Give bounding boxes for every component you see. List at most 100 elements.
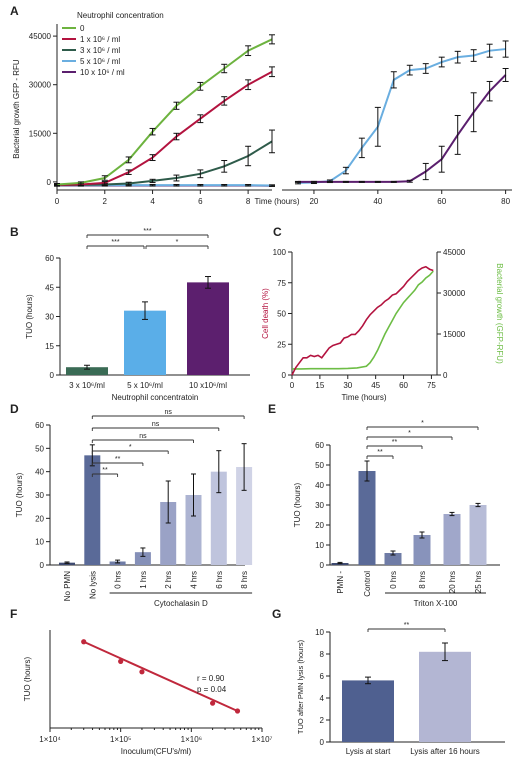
e-bar (469, 505, 487, 565)
a-x-tick-label: 0 (55, 197, 60, 206)
d-group-label: Cytochalasin D (154, 599, 208, 608)
panel-label-b: B (10, 225, 19, 239)
d-bar (134, 552, 151, 565)
d-bar (160, 502, 177, 565)
d-y-tick-label: 0 (40, 561, 45, 570)
f-point (81, 639, 87, 645)
b-x-tick-label: 3 x 10⁶/ml (69, 381, 105, 390)
c-y-tick-label: 25 (277, 340, 286, 349)
f-x-tick-label: 1×10⁴ (39, 735, 61, 744)
a-x-tick-label: 80 (501, 197, 510, 206)
panel-label-f: F (10, 607, 17, 621)
panel-label-d: D (10, 402, 19, 416)
d-y-tick-label: 20 (35, 514, 44, 523)
d-y-tick-label: 50 (35, 444, 44, 453)
d-x-tick-label: 0 hrs (114, 571, 123, 589)
e-y-tick-label: 0 (320, 561, 325, 570)
f-point (118, 658, 124, 664)
panel-label-c: C (273, 225, 282, 239)
b-y-tick-label: 60 (45, 254, 54, 263)
d-y-tick-label: 30 (35, 491, 44, 500)
c-x-axis-label: Time (hours) (341, 393, 386, 402)
d-sig-6-label: ** (102, 467, 108, 474)
c-y2-tick-label: 0 (443, 371, 448, 380)
e-x-tick-label: PMN - (336, 571, 345, 594)
e-group-label: Triton X-100 (414, 599, 458, 608)
b-y-tick-label: 30 (45, 313, 54, 322)
c-x-tick-label: 30 (343, 381, 352, 390)
g-bar (419, 651, 471, 742)
e-x-tick-label: 0 hrs (389, 571, 398, 589)
c-y-tick-label: 50 (277, 310, 286, 319)
d-y-axis-label: TUO (hours) (15, 472, 24, 517)
d-x-tick-label: No lysis (88, 571, 97, 599)
d-bar (84, 455, 101, 565)
a-legend-label: 3 x 10⁶ / ml (80, 46, 120, 55)
b-y-tick-label: 45 (45, 283, 54, 292)
b-bar (66, 367, 108, 375)
d-x-tick-label: 6 hrs (215, 571, 224, 589)
panel-label-a: A (10, 4, 19, 18)
f-x-tick-label: 1×10⁶ (181, 735, 202, 744)
a-x-axis-label: Time (hours) (254, 197, 299, 206)
a-x-tick-label: 6 (198, 197, 203, 206)
c-x-tick-label: 0 (290, 381, 295, 390)
a-y-tick-label: 15000 (29, 129, 52, 138)
c-y2-axis-label: Bacterial growth (GFP-RFU) (495, 263, 504, 364)
f-x-tick-label: 1×10⁵ (110, 735, 131, 744)
d-sig-1-label: ns (164, 409, 172, 416)
b-sig-2-label: *** (111, 239, 119, 246)
e-y-tick-label: 10 (315, 541, 324, 550)
e-y-tick-label: 20 (315, 521, 324, 530)
e-x-tick-label: 25 hrs (474, 571, 483, 593)
e-y-tick-label: 40 (315, 481, 324, 490)
g-x-tick-label: Lysis at start (346, 747, 391, 756)
e-sig-4-label: ** (377, 449, 383, 456)
c-y2-tick-label: 30000 (443, 289, 466, 298)
e-sig-2-label: * (408, 430, 411, 437)
c-y2-tick-label: 15000 (443, 330, 466, 339)
g-y-tick-label: 0 (320, 738, 325, 747)
f-point (210, 700, 216, 706)
d-y-tick-label: 40 (35, 468, 44, 477)
a-legend-label: 5 x 10⁶ / ml (80, 57, 120, 66)
f-stat-r: r = 0.90 (197, 674, 225, 683)
a-right-series-0-line (297, 48, 506, 184)
g-y-tick-label: 2 (320, 716, 325, 725)
a-legend-title: Neutrophil concentration (77, 11, 164, 20)
a-x-tick-label: 8 (246, 197, 251, 206)
e-sig-1-label: * (421, 420, 424, 427)
d-y-tick-label: 60 (35, 421, 44, 430)
f-point (234, 708, 241, 714)
a-y-axis-label: Bacterial growth GFP - RFU (12, 59, 21, 159)
e-x-tick-label: Control (363, 571, 372, 597)
a-y-tick-label: 30000 (29, 81, 52, 90)
e-bar (384, 553, 402, 565)
g-y-tick-label: 8 (320, 650, 325, 659)
b-sig-1-label: *** (143, 228, 151, 235)
f-x-axis-label: Inoculum(CFU's/ml) (121, 747, 192, 756)
a-y-tick-label: 45000 (29, 32, 52, 41)
e-bar (358, 471, 376, 565)
d-x-tick-label: No PMN (63, 571, 72, 601)
c-x-tick-label: 45 (371, 381, 380, 390)
f-point (139, 669, 145, 675)
g-bar (342, 680, 394, 742)
a-right-series-1-line (297, 74, 507, 183)
a-x-tick-label: 40 (373, 197, 382, 206)
g-y-tick-label: 6 (320, 672, 325, 681)
e-bar (413, 535, 431, 565)
e-bar (443, 514, 461, 565)
a-series-0-line (56, 38, 273, 186)
e-x-tick-label: 8 hrs (418, 571, 427, 589)
e-x-tick-label: 20 hrs (448, 571, 457, 593)
g-sig-label: ** (404, 622, 410, 629)
c-y-tick-label: 75 (277, 279, 286, 288)
a-x-tick-label: 2 (103, 197, 108, 206)
b-x-axis-label: Neutrophil concentratoin (112, 393, 199, 402)
d-x-tick-label: 8 hrs (240, 571, 249, 589)
d-sig-3-label: ns (139, 433, 147, 440)
f-stat-p: p = 0.04 (197, 685, 227, 694)
b-y-tick-label: 15 (45, 342, 54, 351)
